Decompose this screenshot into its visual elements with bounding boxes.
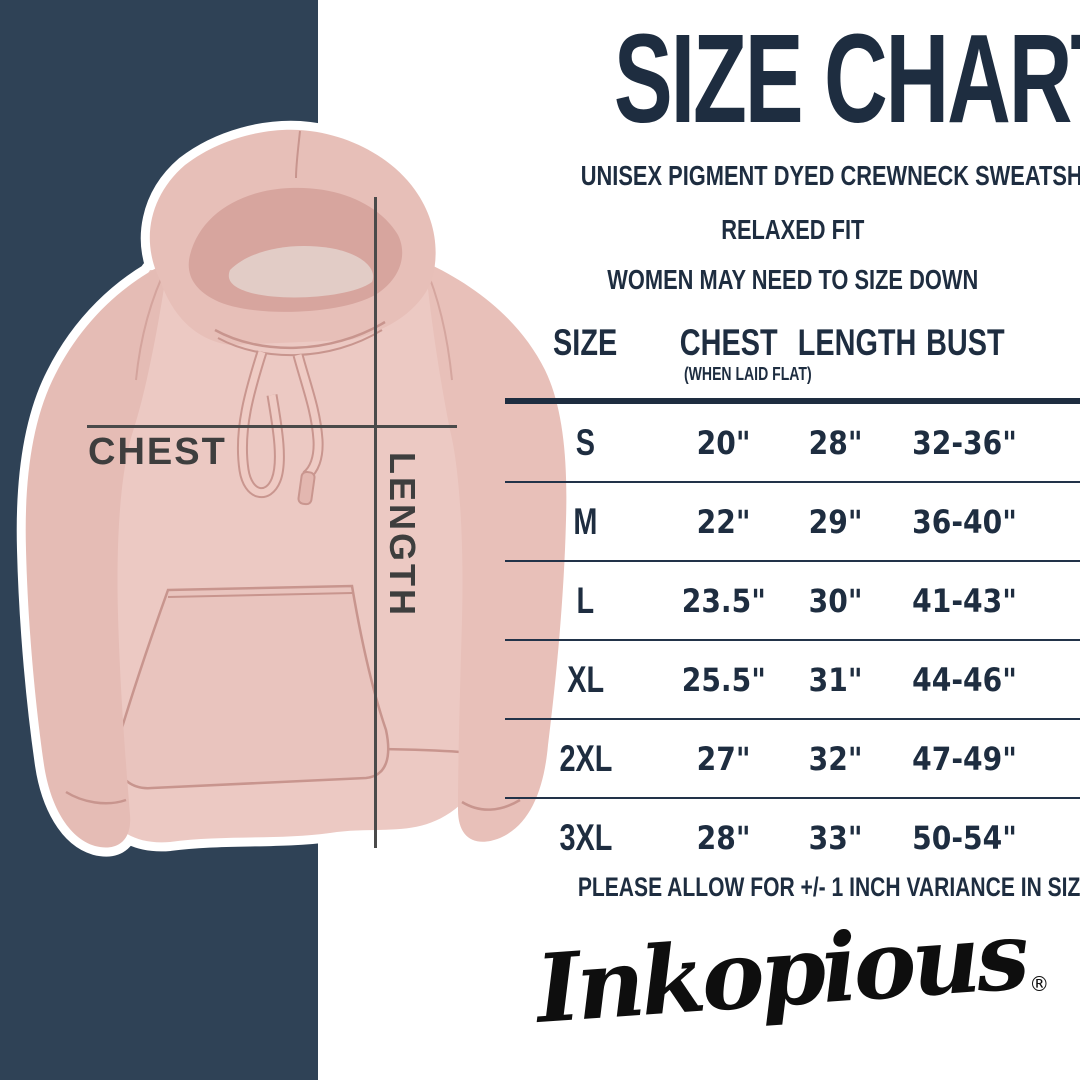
registered-mark-icon: ® <box>1029 972 1050 996</box>
column-header-length: LENGTH <box>797 322 917 363</box>
size-table-header: SIZE CHEST LENGTH BUST <box>505 316 1080 364</box>
table-top-rule <box>505 398 1080 404</box>
length-measure-line <box>374 197 377 848</box>
page-title: SIZE CHART <box>613 8 1080 149</box>
info-panel: SIZE CHART UNISEX PIGMENT DYED CREWNECK … <box>505 0 1080 1080</box>
size-table: SIZE CHEST LENGTH BUST (WHEN LAID FLAT) … <box>505 316 1080 876</box>
table-row: M 22" 29" 36-40" <box>505 483 1080 562</box>
table-row: S 20" 28" 32-36" <box>505 404 1080 483</box>
column-header-bust: BUST <box>925 322 1005 363</box>
chest-subnote: (WHEN LAID FLAT) <box>684 364 812 384</box>
length-measure-label: LENGTH <box>382 452 423 618</box>
table-row: 3XL 28" 33" 50-54" <box>559 816 1018 858</box>
table-row: 2XL 27" 32" 47-49" <box>505 720 1080 799</box>
column-header-size: SIZE <box>553 322 618 363</box>
column-header-chest: CHEST <box>679 322 778 363</box>
table-row: L 23.5" 30" 41-43" <box>505 562 1080 641</box>
brand-wordmark: Inkopious <box>532 901 1029 1045</box>
chest-measure-line <box>87 425 457 428</box>
sizing-note: WOMEN MAY NEED TO SIZE DOWN <box>607 264 978 295</box>
chest-measure-label: CHEST <box>88 431 227 473</box>
variance-note: PLEASE ALLOW FOR +/- 1 INCH VARIANCE IN … <box>577 872 1080 902</box>
product-subtitle: UNISEX PIGMENT DYED CREWNECK SWEATSHIRT <box>580 160 1080 191</box>
chest-subnote-row: (WHEN LAID FLAT) <box>505 364 1080 396</box>
brand-logo: Inkopious® <box>505 901 1080 1045</box>
table-row: XL 25.5" 31" 44-46" <box>505 641 1080 720</box>
fit-note: RELAXED FIT <box>720 214 865 245</box>
